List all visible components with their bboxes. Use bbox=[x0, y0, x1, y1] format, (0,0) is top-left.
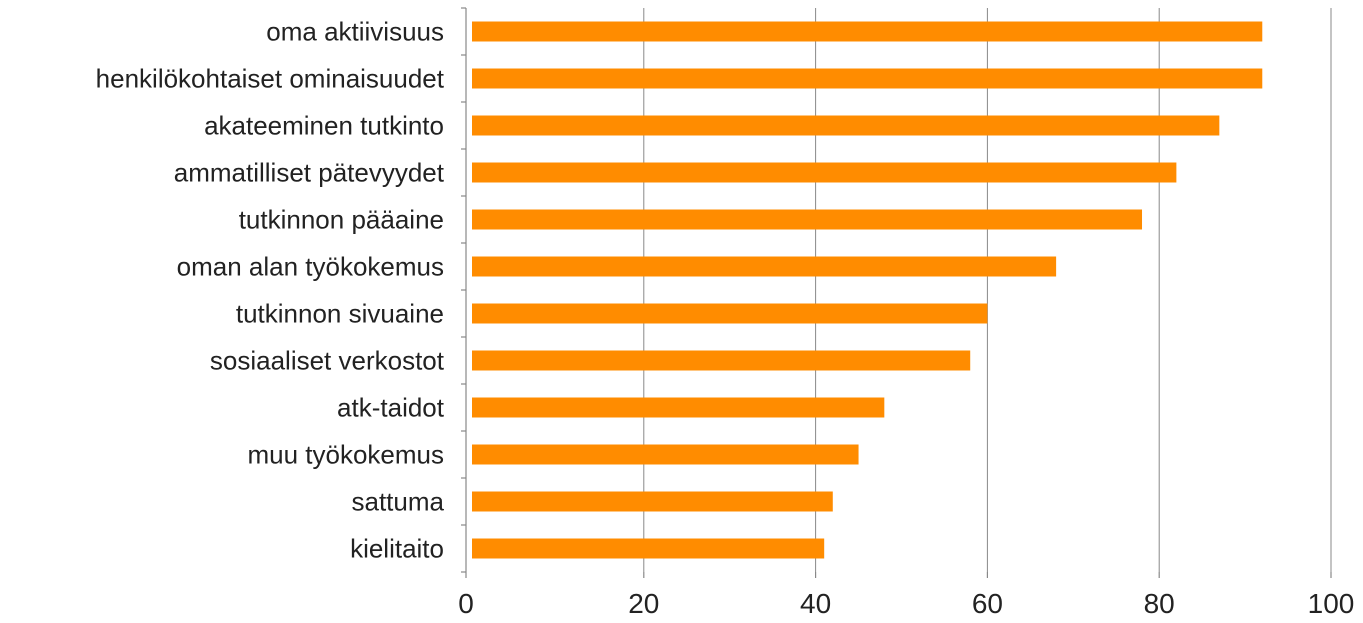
bar-1 bbox=[472, 21, 1263, 42]
category-label: oma aktiivisuus bbox=[266, 17, 444, 47]
category-label: sosiaaliset verkostot bbox=[210, 346, 445, 376]
x-tick-label: 40 bbox=[800, 588, 831, 619]
x-tick-label: 0 bbox=[458, 588, 474, 619]
x-tick-label: 100 bbox=[1308, 588, 1355, 619]
x-tick-label: 60 bbox=[972, 588, 1003, 619]
bar-8 bbox=[472, 350, 971, 371]
category-label: sattuma bbox=[352, 487, 445, 517]
gridlines bbox=[643, 8, 1332, 572]
category-label: atk-taidot bbox=[337, 393, 445, 423]
category-label: ammatilliset pätevyydet bbox=[174, 158, 445, 188]
bar-2 bbox=[472, 68, 1263, 89]
category-labels: oma aktiivisuus henkilökohtaiset ominaisu… bbox=[96, 17, 445, 564]
tick-labels: 0 20 40 60 80 100 bbox=[458, 588, 1354, 619]
bar-5 bbox=[472, 209, 1143, 230]
bar-11 bbox=[472, 491, 833, 512]
bar-10 bbox=[472, 444, 859, 465]
bar-4 bbox=[472, 162, 1177, 183]
bar-7 bbox=[472, 303, 988, 324]
category-label: akateeminen tutkinto bbox=[204, 111, 444, 141]
axes bbox=[461, 7, 1332, 578]
x-tick-label: 80 bbox=[1144, 588, 1175, 619]
category-label: tutkinnon sivuaine bbox=[236, 299, 444, 329]
category-label: tutkinnon pääaine bbox=[239, 205, 444, 235]
bar-3 bbox=[472, 115, 1220, 136]
category-label: muu työkokemus bbox=[247, 440, 444, 470]
category-label: kielitaito bbox=[350, 534, 444, 564]
category-label: oman alan työkokemus bbox=[177, 252, 444, 282]
bars bbox=[472, 21, 1263, 559]
category-label: henkilökohtaiset ominaisuudet bbox=[96, 64, 445, 94]
x-tick-label: 20 bbox=[628, 588, 659, 619]
bar-12 bbox=[472, 538, 825, 559]
bar-6 bbox=[472, 256, 1057, 277]
bar-9 bbox=[472, 397, 885, 418]
